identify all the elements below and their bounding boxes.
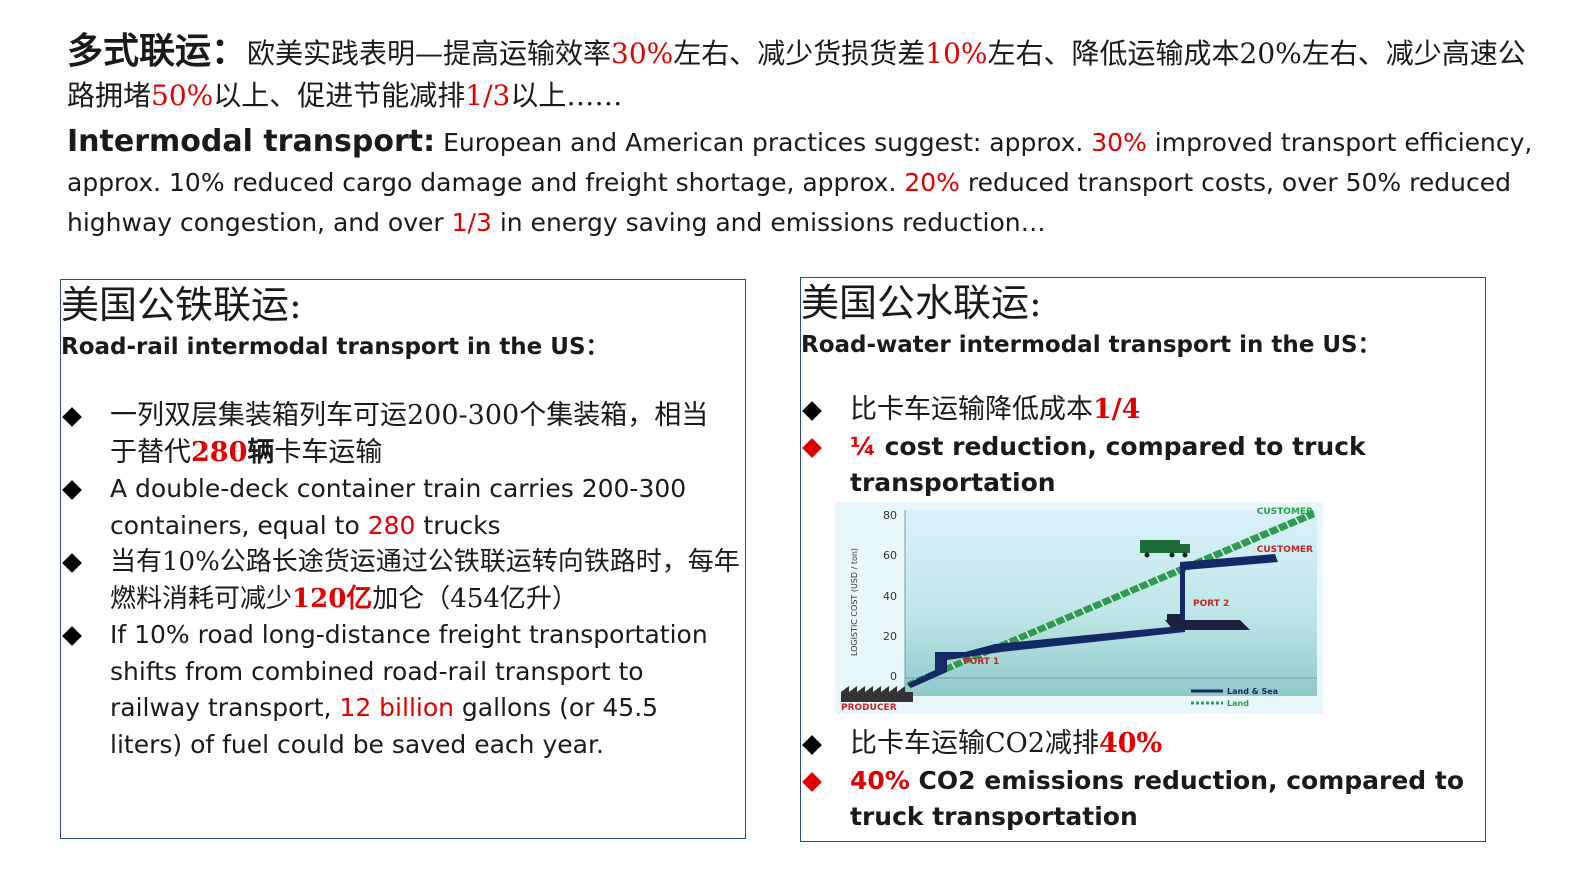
bullet-text: 一列双层集装箱列车可运200-300个集装箱，相当于替代 [110, 400, 709, 468]
y-tick-label: 20 [883, 630, 897, 643]
bullet-highlight: 280 [191, 436, 248, 468]
road-water-title-en: Road-water intermodal transport in the U… [801, 332, 1381, 358]
bullet-highlight: 40% [850, 765, 910, 795]
bullet-text: 当有10%公路长途货运通过公铁联运转向铁路时，每年燃料消耗可减少 [110, 547, 740, 614]
bullet-text: trucks [415, 510, 501, 540]
red-diamond-bullet-icon [802, 771, 822, 792]
diamond-bullet-icon [62, 407, 82, 427]
intro-zh-highlight: 1/3 [465, 79, 511, 112]
ship-icon [1165, 614, 1250, 630]
diamond-bullet-icon [802, 401, 822, 421]
list-item: 比卡车运输降低成本1/4 [801, 392, 1485, 429]
intro-zh-text: 以上、促进节能减排 [213, 79, 466, 112]
intro-zh-text: 欧美实践表明—提高运输效率 [247, 37, 612, 70]
list-item: A double-deck container train carries 20… [61, 471, 745, 544]
road-water-bullet-list-bottom: 比卡车运输CO2减排40% 40% CO2 emissions reductio… [801, 726, 1481, 836]
list-item: If 10% road long-distance freight transp… [61, 617, 745, 763]
bullet-highlight: ¼ [850, 431, 876, 461]
customer-sea-label: CUSTOMER [1257, 545, 1313, 555]
logistic-cost-illustration: LOGISTIC COST (USD / ton) 80 60 40 20 0 … [835, 502, 1323, 714]
intro-zh-highlight: 10% [925, 37, 988, 70]
intro-en-highlight: 20% [904, 168, 960, 197]
intro-english-paragraph: Intermodal transport: European and Ameri… [67, 122, 1547, 243]
port-2-label: PORT 2 [1193, 599, 1229, 609]
bullet-highlight: 280 [367, 510, 416, 540]
road-rail-bullet-list: 一列双层集装箱列车可运200-300个集装箱，相当于替代280辆卡车运输 A d… [61, 398, 745, 763]
port-1-label: PORT 1 [963, 657, 999, 667]
bullet-text: A double-deck container train carries 20… [110, 474, 687, 540]
bullet-text: cost reduction, compared to truck transp… [850, 431, 1366, 498]
bullet-text: 加仑（454亿升） [372, 583, 578, 614]
intro-en-text: reduced transport costs, over 50% reduce… [67, 168, 1511, 237]
red-diamond-bullet-icon [802, 437, 822, 458]
intro-zh-text: 左右、减少货损货差 [673, 37, 926, 70]
list-item: 比卡车运输CO2减排40% [801, 726, 1481, 763]
diamond-bullet-icon [62, 480, 82, 500]
intro-en-title: Intermodal transport: [67, 124, 436, 159]
diamond-bullet-icon [62, 553, 82, 573]
intro-en-text: in energy saving and emissions reduction… [491, 208, 1046, 237]
road-rail-title-en: Road-rail intermodal transport in the US… [61, 334, 609, 360]
road-water-bullet-list-top: 比卡车运输降低成本1/4 ¼ cost reduction, compared … [801, 392, 1485, 502]
bullet-text: 卡车运输 [274, 436, 383, 468]
legend-land-sea-label: Land & Sea [1227, 687, 1278, 696]
road-water-title-zh: 美国公水联运: [801, 281, 1042, 325]
y-tick-label: 0 [890, 670, 897, 683]
y-axis-label: LOGISTIC COST (USD / ton) [850, 548, 859, 656]
y-tick-label: 60 [883, 549, 897, 562]
intro-zh-title: 多式联运： [67, 30, 248, 72]
road-rail-panel: 美国公铁联运: Road-rail intermodal transport i… [60, 279, 746, 839]
customer-land-label: CUSTOMER [1257, 507, 1313, 517]
list-item: ¼ cost reduction, compared to truck tran… [801, 429, 1485, 502]
bullet-highlight: 12 billion [339, 693, 454, 722]
y-tick-label: 40 [883, 590, 897, 603]
intro-zh-highlight: 50% [151, 79, 214, 112]
intro-zh-text: 以上…… [510, 79, 623, 112]
road-rail-title-zh: 美国公铁联运: [61, 283, 302, 327]
producer-label: PRODUCER [841, 703, 897, 713]
diamond-bullet-icon [802, 735, 822, 755]
bullet-text: gallons (or 45.5 liters) of fuel could b… [110, 693, 659, 759]
bullet-text: CO2 emissions reduction, compared to tru… [850, 765, 1465, 832]
logistic-cost-svg: LOGISTIC COST (USD / ton) 80 60 40 20 0 … [835, 502, 1323, 714]
y-tick-label: 80 [883, 509, 897, 522]
legend-land-label: Land [1227, 699, 1249, 708]
intro-zh-highlight: 30% [611, 37, 674, 70]
intro-en-highlight: 1/3 [451, 208, 492, 237]
list-item: 一列双层集装箱列车可运200-300个集装箱，相当于替代280辆卡车运输 [61, 398, 745, 471]
diamond-bullet-icon [62, 626, 82, 646]
intro-chinese-paragraph: 多式联运：欧美实践表明—提高运输效率30%左右、减少货损货差10%左右、降低运输… [67, 30, 1547, 117]
bullet-text: 比卡车运输CO2减排 [850, 728, 1099, 759]
bullet-highlight: 1/4 [1093, 394, 1141, 425]
road-water-panel: 美国公水联运: Road-water intermodal transport … [800, 277, 1486, 842]
intro-en-text: European and American practices suggest:… [435, 128, 1084, 157]
bullet-text: 比卡车运输降低成本 [850, 394, 1093, 425]
bullet-bold: 辆 [247, 436, 275, 468]
factory-icon [841, 686, 913, 702]
intro-en-text: improved transport efficiency, approx. 1… [67, 128, 1533, 197]
bullet-text: If 10% road long-distance freight transp… [110, 620, 708, 722]
intro-en-highlight: 30% [1083, 128, 1147, 157]
list-item: 当有10%公路长途货运通过公铁联运转向铁路时，每年燃料消耗可减少120亿加仑（4… [61, 544, 745, 617]
bullet-highlight: 120亿 [292, 583, 373, 614]
bullet-highlight: 40% [1098, 728, 1163, 759]
intro-zh-text: 左右、降低运输成本20%左右、减少高速公路拥堵 [67, 37, 1526, 112]
list-item: 40% CO2 emissions reduction, compared to… [801, 763, 1481, 836]
truck-icon [1140, 540, 1190, 558]
